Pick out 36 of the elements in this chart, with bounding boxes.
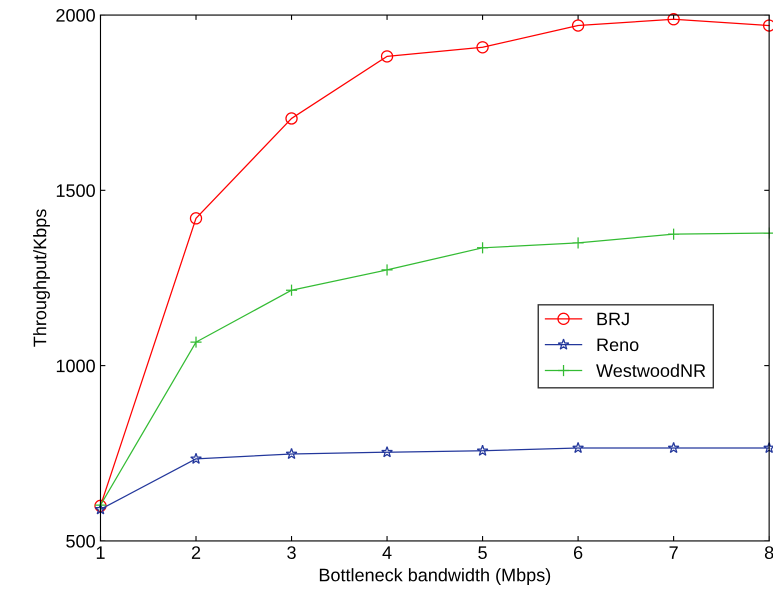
point	[572, 19, 584, 32]
point	[380, 264, 394, 276]
point	[190, 336, 202, 348]
x-tick-label: 5	[478, 546, 487, 560]
y-tick-label: 1000	[56, 360, 95, 372]
point	[668, 442, 680, 454]
point	[286, 448, 298, 460]
x-axis-title: Bottleneck bandwidth (Mbps)	[320, 568, 550, 585]
point	[190, 452, 202, 464]
point	[285, 112, 298, 125]
legend-label: WestwoodNR	[596, 364, 706, 378]
x-tick-label: 2	[192, 546, 200, 559]
x-tick-label: 6	[574, 546, 582, 560]
point	[476, 41, 489, 54]
point	[667, 13, 680, 26]
point	[285, 284, 298, 296]
point	[667, 228, 680, 240]
x-tick-label: 1	[96, 546, 105, 559]
x-tick-label: 7	[670, 546, 678, 559]
point	[572, 236, 584, 250]
legend-label: BRJ	[598, 312, 629, 326]
x-tick-label: 3	[287, 546, 296, 560]
y-axis-title: Throughput/Kbps	[33, 209, 50, 347]
x-tick-label: 4	[382, 546, 392, 559]
y-tick-label: 2000	[56, 8, 95, 22]
point	[476, 444, 488, 456]
y-tick-label: 1500	[56, 184, 95, 198]
legend-label: Reno	[598, 338, 638, 352]
point	[572, 442, 584, 454]
point	[381, 446, 393, 458]
y-tick-label: 500	[66, 534, 95, 548]
point	[190, 212, 202, 225]
point	[476, 242, 489, 254]
point	[94, 503, 106, 514]
x-tick-label: 8	[764, 546, 773, 560]
point	[380, 50, 394, 63]
